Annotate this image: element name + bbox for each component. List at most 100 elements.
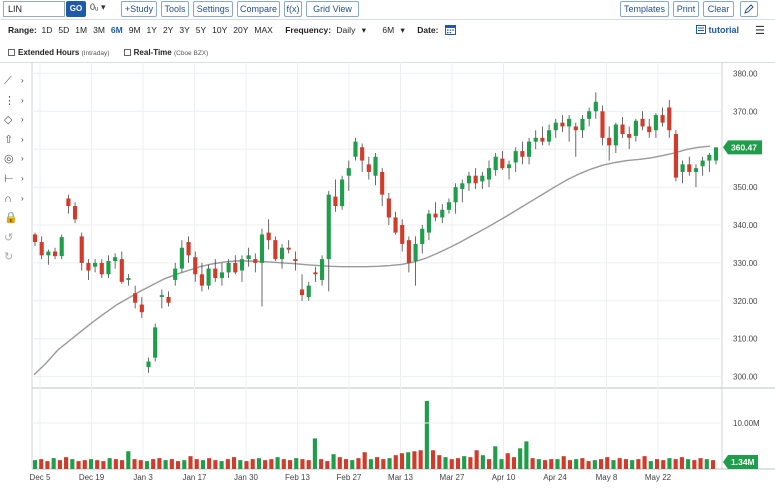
candle-body	[66, 198, 71, 207]
tool-expand-icon[interactable]: ›	[21, 193, 24, 203]
tool-expand-icon[interactable]: ›	[21, 174, 24, 183]
candle-body	[600, 111, 605, 138]
candle-body	[647, 126, 652, 133]
candle-body	[246, 255, 251, 260]
candle-body	[153, 327, 158, 358]
range-1d[interactable]: 1D	[41, 25, 53, 35]
tutorial-link[interactable]: tutorial	[696, 25, 739, 35]
range-1y[interactable]: 1Y	[146, 25, 157, 35]
candle-body	[633, 120, 638, 136]
volume-bar	[412, 451, 417, 469]
volume-bar	[567, 460, 573, 469]
measure-icon[interactable]: ⊢ ›	[4, 173, 24, 185]
grid-view-button[interactable]: Grid View	[306, 1, 359, 17]
candle-body	[707, 154, 712, 161]
range-3m[interactable]: 3M	[93, 25, 105, 35]
candle-body	[32, 234, 38, 243]
candle-body	[413, 243, 418, 262]
volume-bar	[393, 455, 398, 469]
magnet-icon[interactable]: ∩ ›	[4, 192, 24, 205]
circle-target-icon[interactable]: ◎ ›	[4, 153, 24, 166]
clear-button[interactable]: Clear	[703, 1, 734, 17]
study-button[interactable]: +Study	[121, 1, 157, 17]
tool-expand-icon[interactable]: ›	[21, 95, 24, 105]
candle-body	[386, 198, 391, 218]
range-6m[interactable]: 6M	[110, 25, 123, 35]
candle-body	[353, 141, 358, 157]
candle-body	[547, 130, 552, 142]
arrow-up-icon[interactable]: ⇧ ›	[4, 133, 24, 146]
range-3y[interactable]: 3Y	[179, 25, 190, 35]
crosshair-icon[interactable]: ◇ ›	[4, 114, 24, 127]
candle-body	[46, 251, 51, 256]
range-20y[interactable]: 20Y	[233, 25, 249, 35]
volume-bar	[151, 459, 156, 469]
go-button[interactable]: GO	[66, 1, 86, 17]
volume-bar	[630, 460, 635, 469]
volume-bar	[194, 459, 199, 469]
volume-bar	[437, 455, 442, 469]
fibonacci-icon[interactable]: ⋮ ›	[4, 94, 24, 107]
price-tick-label: 340.00	[733, 221, 758, 230]
volume-bar	[623, 459, 628, 469]
candle-body	[560, 122, 565, 127]
candle-body	[440, 209, 445, 218]
menu-icon[interactable]: ☰	[755, 25, 765, 37]
volume-bar	[617, 458, 622, 469]
volume-bar	[555, 459, 560, 469]
redo-icon[interactable]: ↻	[4, 251, 14, 264]
range-5d[interactable]: 5D	[58, 25, 70, 35]
moving-average-line	[33, 145, 711, 376]
range-max[interactable]: MAX	[254, 25, 273, 35]
range-1m[interactable]: 1M	[75, 25, 88, 35]
last-price-badge	[723, 140, 762, 155]
compare-button[interactable]: Compare	[237, 1, 280, 17]
extended-hours-checkbox[interactable]: Extended Hours (Intraday)	[8, 48, 109, 57]
candle-body	[219, 272, 225, 279]
calendar-icon[interactable]	[444, 24, 456, 37]
volume-bar	[51, 458, 56, 469]
frequency-select[interactable]: Daily ▾	[336, 25, 366, 35]
period-select[interactable]: 6M ▾	[382, 25, 405, 35]
pencil-icon[interactable]	[740, 1, 758, 17]
function-button[interactable]: f(x)	[284, 1, 302, 17]
volume-bar	[101, 461, 106, 469]
settings-button[interactable]: Settings	[193, 1, 233, 17]
price-chart[interactable]: 380.00370.00360.00350.00340.00330.00320.…	[0, 62, 775, 501]
compare-dropdown-icon[interactable]: 0ᵤ ▾	[90, 2, 106, 12]
symbol-input[interactable]	[3, 1, 65, 17]
tool-expand-icon[interactable]: ›	[21, 115, 24, 125]
range-2y[interactable]: 2Y	[162, 25, 174, 35]
candle-body	[313, 272, 318, 275]
candle-body	[326, 194, 331, 260]
tool-expand-icon[interactable]: ›	[21, 134, 24, 144]
print-button[interactable]: Print	[673, 1, 699, 17]
candle-body	[520, 151, 525, 157]
pencil-line-icon[interactable]: ⟋ ›	[4, 75, 24, 87]
candle-body	[693, 168, 699, 172]
volume-bar	[375, 457, 380, 469]
tool-expand-icon[interactable]: ›	[21, 154, 24, 164]
candle-body	[299, 289, 305, 296]
candle-body	[106, 261, 111, 275]
lock-icon[interactable]: 🔒	[4, 212, 18, 225]
volume-bar	[343, 459, 349, 469]
candle-body	[453, 187, 458, 203]
tool-expand-icon[interactable]: ›	[21, 76, 24, 85]
undo-icon[interactable]: ↺	[4, 231, 14, 244]
range-5y[interactable]: 5Y	[195, 25, 207, 35]
range-9m[interactable]: 9M	[128, 25, 141, 35]
candle-body	[620, 124, 625, 135]
real-time-checkbox[interactable]: Real-Time (Cboe BZX)	[123, 48, 208, 57]
candle-body	[513, 151, 518, 163]
candle-body	[126, 278, 131, 280]
range-10y[interactable]: 10Y	[212, 25, 228, 35]
tools-button[interactable]: Tools	[161, 1, 189, 17]
candle-body	[93, 262, 98, 267]
volume-bar	[399, 453, 405, 469]
candle-body	[533, 137, 538, 142]
volume-bar	[281, 459, 286, 469]
templates-button[interactable]: Templates	[620, 1, 669, 17]
candle-body	[380, 171, 385, 195]
candle-body	[266, 232, 271, 241]
